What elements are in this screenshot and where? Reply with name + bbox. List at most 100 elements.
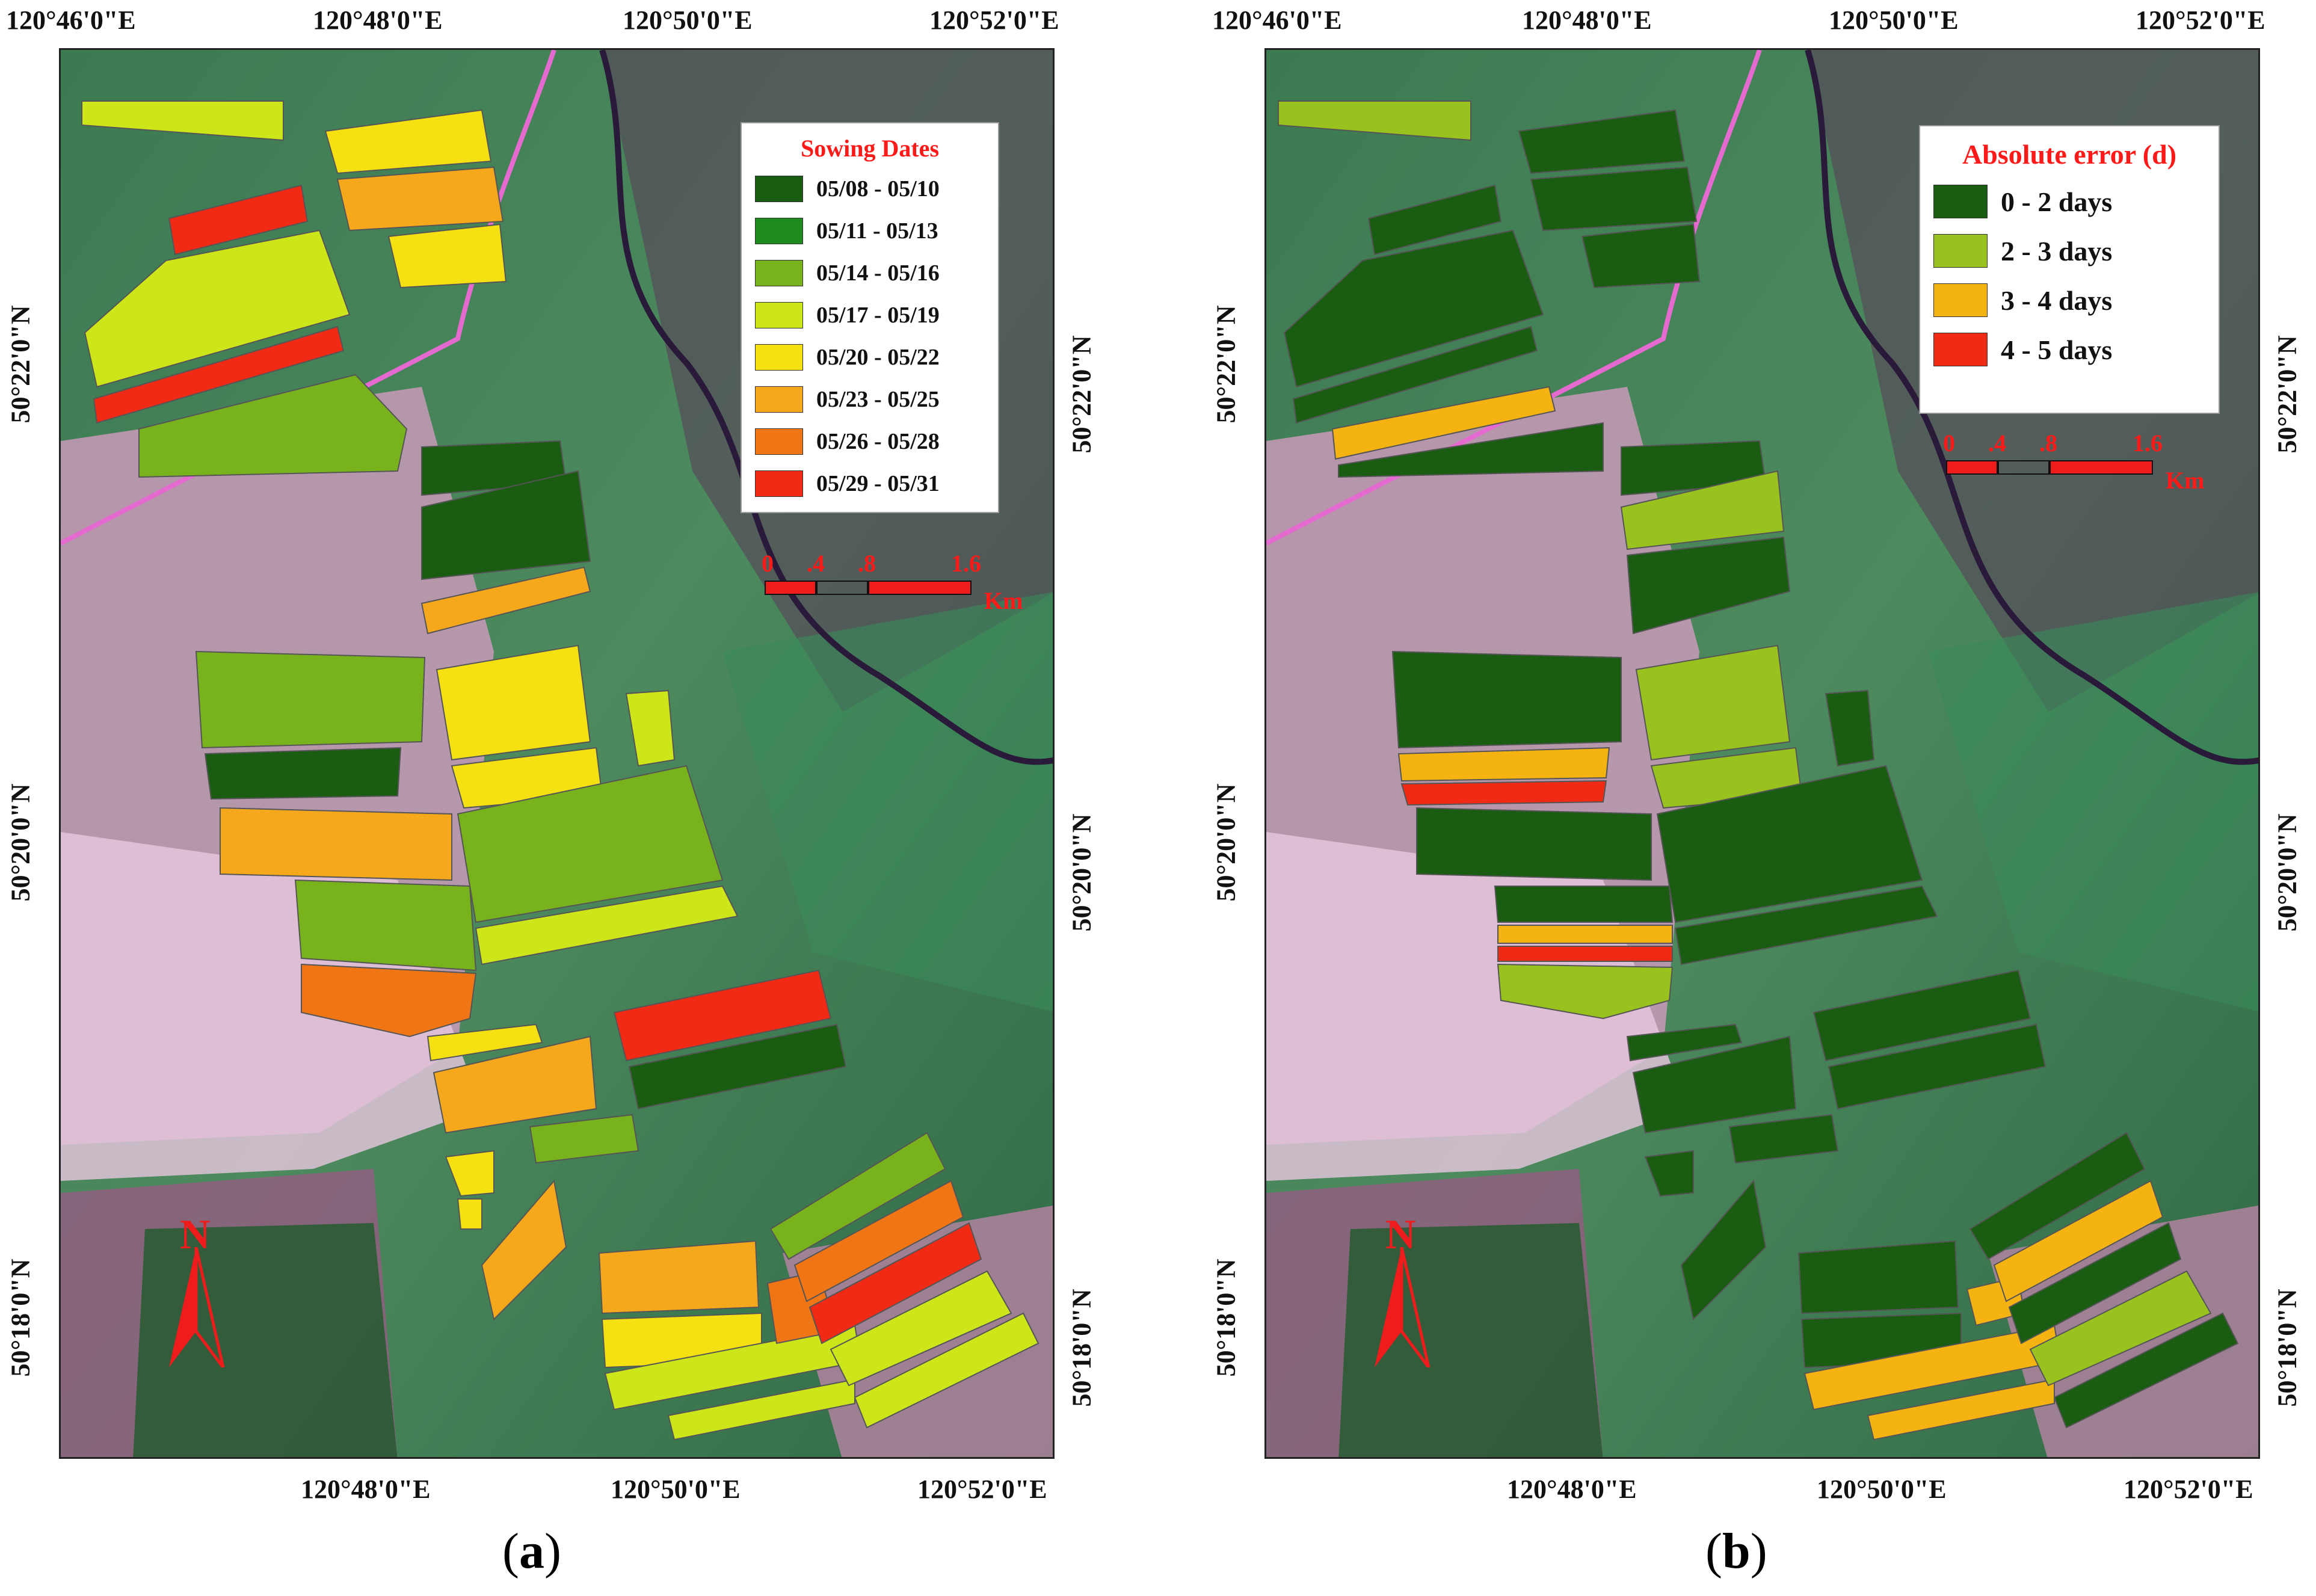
caption-a: (a) bbox=[502, 1522, 561, 1580]
legend-item: 05/29 - 05/31 bbox=[755, 470, 985, 497]
panel-a: 120°46'0"E 120°48'0"E 120°50'0"E 120°52'… bbox=[0, 0, 1119, 1596]
scale-segment-1 bbox=[765, 581, 816, 595]
left-coord-2: 50°20'0"N bbox=[5, 783, 35, 902]
caption-close: ) bbox=[544, 1523, 561, 1579]
right-coord-1: 50°22'0"N bbox=[2272, 335, 2302, 454]
caption-letter: a bbox=[519, 1523, 544, 1579]
scale-label-16: 1.6 bbox=[951, 550, 981, 577]
legend-absolute-error: Absolute error (d) 0 - 2 days 2 - 3 days 3… bbox=[1919, 125, 2220, 414]
legend-item: 05/11 - 05/13 bbox=[755, 218, 985, 244]
top-coord-1: 120°46'0"E bbox=[1212, 5, 1342, 35]
fields-a bbox=[81, 100, 1039, 1441]
north-arrow-icon bbox=[169, 1247, 225, 1367]
legend-item: 05/23 - 05/25 bbox=[755, 386, 985, 413]
forest-south bbox=[1338, 1223, 1603, 1457]
map-a[interactable]: Sowing Dates 05/08 - 05/10 05/11 - 05/13 0… bbox=[59, 48, 1055, 1459]
right-coord-2: 50°20'0"N bbox=[2272, 813, 2302, 932]
scale-segment-3 bbox=[2050, 460, 2153, 475]
bottom-coord-2: 120°50'0"E bbox=[1817, 1474, 1947, 1504]
grassland-east bbox=[1928, 592, 2258, 1012]
grassland-east bbox=[722, 592, 1053, 1012]
legend-item: 2 - 3 days bbox=[1933, 234, 2205, 268]
bottom-coord-3: 120°52'0"E bbox=[2124, 1474, 2253, 1504]
scale-segment-2 bbox=[816, 581, 868, 595]
scale-label-04: .4 bbox=[1988, 430, 2006, 457]
legend-rows: 05/08 - 05/10 05/11 - 05/13 05/14 - 05/16 0… bbox=[755, 176, 985, 497]
forest-south bbox=[133, 1223, 398, 1457]
caption-b: (b) bbox=[1705, 1522, 1767, 1580]
scale-segment-3 bbox=[868, 581, 972, 595]
north-arrow-b: N bbox=[1369, 1211, 1441, 1367]
left-coord-3: 50°18'0"N bbox=[5, 1259, 35, 1377]
legend-label: 05/11 - 05/13 bbox=[816, 218, 938, 244]
legend-label: 05/14 - 05/16 bbox=[816, 260, 940, 286]
left-coord-1: 50°22'0"N bbox=[5, 305, 35, 424]
legend-item: 05/17 - 05/19 bbox=[755, 302, 985, 328]
scale-segment-2 bbox=[1998, 460, 2050, 475]
legend-label: 4 - 5 days bbox=[2001, 334, 2113, 365]
legend-label: 2 - 3 days bbox=[2001, 235, 2113, 267]
scale-label-0: 0 bbox=[762, 550, 774, 577]
legend-item: 4 - 5 days bbox=[1933, 333, 2205, 366]
scale-unit: Km bbox=[2166, 467, 2205, 494]
legend-swatch bbox=[755, 386, 803, 413]
north-arrow-a: N bbox=[163, 1211, 235, 1367]
top-coord-3: 120°50'0"E bbox=[1829, 5, 1959, 35]
fields-b bbox=[1278, 100, 2239, 1441]
top-coord-1: 120°46'0"E bbox=[6, 5, 136, 35]
scale-label-0: 0 bbox=[1943, 430, 1955, 457]
legend-item: 05/08 - 05/10 bbox=[755, 176, 985, 202]
legend-label: 05/23 - 05/25 bbox=[816, 387, 940, 412]
legend-swatch bbox=[1933, 283, 1988, 317]
legend-sowing-dates: Sowing Dates 05/08 - 05/10 05/11 - 05/13 0… bbox=[741, 122, 999, 513]
legend-swatch bbox=[755, 470, 803, 497]
scale-label-08: .8 bbox=[2039, 430, 2057, 457]
map-b[interactable]: Absolute error (d) 0 - 2 days 2 - 3 days 3… bbox=[1264, 48, 2260, 1459]
river bbox=[1805, 50, 2258, 765]
scale-label-16: 1.6 bbox=[2133, 430, 2163, 457]
legend-item: 05/14 - 05/16 bbox=[755, 260, 985, 286]
legend-swatch bbox=[755, 344, 803, 371]
scale-unit: Km bbox=[984, 587, 1023, 614]
caption-letter: b bbox=[1722, 1523, 1751, 1579]
legend-item: 3 - 4 days bbox=[1933, 283, 2205, 317]
legend-title: Sowing Dates bbox=[800, 135, 940, 162]
top-coord-4: 120°52'0"E bbox=[2136, 5, 2265, 35]
legend-label: 05/08 - 05/10 bbox=[816, 176, 940, 202]
right-coord-3: 50°18'0"N bbox=[1067, 1289, 1097, 1407]
road bbox=[1266, 50, 1762, 546]
legend-swatch bbox=[1933, 333, 1988, 366]
bottom-coord-3: 120°52'0"E bbox=[917, 1474, 1047, 1504]
legend-swatch bbox=[1933, 234, 1988, 268]
left-coord-2: 50°20'0"N bbox=[1211, 783, 1241, 902]
top-coord-3: 120°50'0"E bbox=[623, 5, 753, 35]
left-coord-3: 50°18'0"N bbox=[1211, 1259, 1241, 1377]
legend-label: 05/26 - 05/28 bbox=[816, 429, 940, 454]
legend-item: 05/20 - 05/22 bbox=[755, 344, 985, 371]
legend-label: 05/17 - 05/19 bbox=[816, 303, 940, 328]
road bbox=[61, 50, 556, 546]
right-coord-1: 50°22'0"N bbox=[1067, 335, 1097, 454]
scale-label-04: .4 bbox=[807, 550, 825, 577]
legend-label: 05/20 - 05/22 bbox=[816, 345, 940, 370]
top-coord-2: 120°48'0"E bbox=[1522, 5, 1652, 35]
caption-open: ( bbox=[1705, 1523, 1722, 1579]
legend-label: 05/29 - 05/31 bbox=[816, 471, 940, 496]
panel-b: 120°46'0"E 120°48'0"E 120°50'0"E 120°52'… bbox=[1197, 0, 2316, 1596]
scale-bar-b: 0 .4 .8 1.6 Km bbox=[1943, 429, 2204, 501]
top-coord-4: 120°52'0"E bbox=[929, 5, 1059, 35]
caption-open: ( bbox=[502, 1523, 519, 1579]
scale-segment-1 bbox=[1946, 460, 1998, 475]
legend-label: 0 - 2 days bbox=[2001, 186, 2113, 217]
left-coord-1: 50°22'0"N bbox=[1211, 305, 1241, 424]
legend-swatch bbox=[755, 302, 803, 328]
legend-title: Absolute error (d) bbox=[1962, 139, 2177, 170]
bottom-coord-2: 120°50'0"E bbox=[611, 1474, 741, 1504]
legend-swatch bbox=[755, 176, 803, 202]
scale-bar-a: 0 .4 .8 1.6 Km bbox=[762, 549, 1023, 621]
bottom-coord-1: 120°48'0"E bbox=[1507, 1474, 1637, 1504]
legend-item: 0 - 2 days bbox=[1933, 185, 2205, 218]
legend-swatch bbox=[755, 260, 803, 286]
legend-label: 3 - 4 days bbox=[2001, 285, 2113, 316]
legend-swatch bbox=[755, 428, 803, 455]
